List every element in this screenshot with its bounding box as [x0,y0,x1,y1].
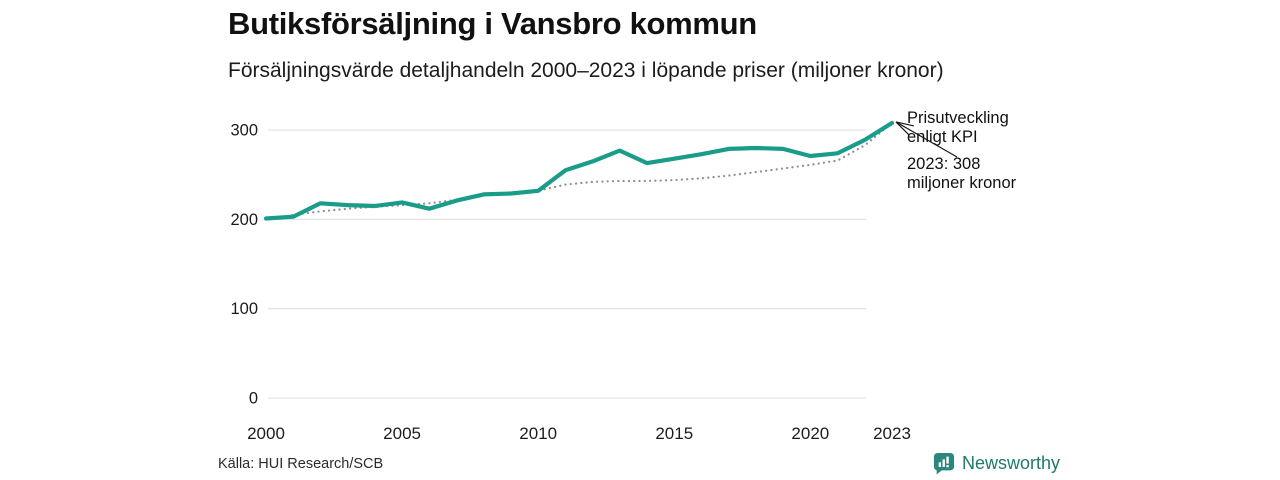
x-tick-label: 2010 [519,424,557,443]
newsworthy-logo[interactable]: Newsworthy [933,452,1060,475]
kpi-annotation: Prisutveckling enligt KPI 2023: 308 milj… [907,109,1041,193]
chart-title: Butiksförsäljning i Vansbro kommun [228,6,757,41]
kpi-annotation-label: Prisutveckling enligt KPI [907,109,1009,147]
y-tick-label: 0 [249,390,258,408]
x-tick-label: 2005 [383,424,421,443]
annotation-arrowhead [895,121,910,136]
y-tick-label: 300 [230,122,258,140]
x-tick-label: 2023 [873,424,911,443]
chart-subtitle: Försäljningsvärde detaljhandeln 2000–202… [228,59,944,82]
sales-line [263,120,895,221]
x-tick-label: 2015 [655,424,693,443]
newsworthy-bubble-chart-icon [933,452,955,475]
annotation-arrow-line [895,121,958,158]
kpi-annotation-value: 2023: 308 miljoner kronor [907,154,1017,192]
annotation-arrowhead [895,121,915,127]
x-tick-label: 2000 [247,424,285,443]
y-tick-label: 200 [230,211,258,229]
y-tick-label: 100 [230,300,258,318]
source-note: Källa: HUI Research/SCB [218,456,384,472]
x-tick-label: 2020 [791,424,829,443]
newsworthy-wordmark: Newsworthy [962,453,1061,473]
